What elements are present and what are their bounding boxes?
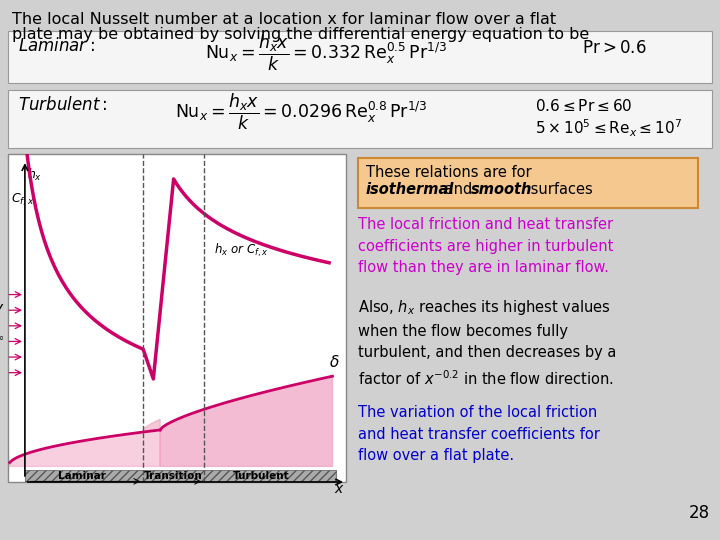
Text: Laminar: Laminar <box>58 471 107 481</box>
Text: $\it{Turbulent:}$: $\it{Turbulent:}$ <box>18 96 107 114</box>
Text: $\mathrm{Nu}_x = \dfrac{h_x x}{k} = 0.0296\,\mathrm{Re}_x^{0.8}\,\mathrm{Pr}^{1/: $\mathrm{Nu}_x = \dfrac{h_x x}{k} = 0.02… <box>175 92 428 132</box>
Bar <box>8 154 346 482</box>
Text: $0.6 \leq \mathrm{Pr} \leq 60$: $0.6 \leq \mathrm{Pr} \leq 60$ <box>535 98 632 114</box>
Text: smooth: smooth <box>471 182 532 197</box>
Text: $C_{f,x}$: $C_{f,x}$ <box>12 192 35 208</box>
Text: $\it{Laminar:}$: $\it{Laminar:}$ <box>18 37 95 55</box>
Text: isothermal: isothermal <box>366 182 454 197</box>
Text: $h_x$: $h_x$ <box>27 166 42 183</box>
Text: Transition: Transition <box>144 471 203 481</box>
Polygon shape <box>9 430 160 467</box>
Text: Turbulent: Turbulent <box>233 471 290 481</box>
Text: $h_x$ or $C_{f,x}$: $h_x$ or $C_{f,x}$ <box>214 242 269 259</box>
Text: These relations are for: These relations are for <box>366 165 531 180</box>
Text: plate may be obtained by solving the differential energy equation to be: plate may be obtained by solving the dif… <box>12 27 589 42</box>
Text: The local friction and heat transfer
coefficients are higher in turbulent
flow t: The local friction and heat transfer coe… <box>358 217 613 275</box>
Text: $V$: $V$ <box>0 303 4 317</box>
Text: $\mathrm{Pr} > 0.6$: $\mathrm{Pr} > 0.6$ <box>582 39 647 57</box>
Text: surfaces: surfaces <box>526 182 593 197</box>
Polygon shape <box>160 376 333 467</box>
Bar <box>8 90 712 148</box>
Text: 28: 28 <box>689 504 710 522</box>
Polygon shape <box>143 420 160 432</box>
Bar <box>8 31 712 83</box>
Text: and: and <box>440 182 477 197</box>
Text: $x$: $x$ <box>334 482 345 496</box>
Bar <box>358 158 698 208</box>
Text: Also, $h_x$ reaches its highest values
when the flow becomes fully
turbulent, an: Also, $h_x$ reaches its highest values w… <box>358 298 616 388</box>
Text: $5 \times 10^5 \leq \mathrm{Re}_x \leq 10^7$: $5 \times 10^5 \leq \mathrm{Re}_x \leq 1… <box>535 118 682 139</box>
Text: $\mathrm{Nu}_x = \dfrac{h_x x}{k} = 0.332\,\mathrm{Re}_x^{0.5}\,\mathrm{Pr}^{1/3: $\mathrm{Nu}_x = \dfrac{h_x x}{k} = 0.33… <box>205 33 447 73</box>
Text: $\delta$: $\delta$ <box>329 354 340 370</box>
Text: The local Nusselt number at a location x for laminar flow over a flat: The local Nusselt number at a location x… <box>12 12 556 27</box>
Text: The variation of the local friction
and heat transfer coefficients for
flow over: The variation of the local friction and … <box>358 405 600 463</box>
Text: $T_\infty$: $T_\infty$ <box>0 328 4 342</box>
